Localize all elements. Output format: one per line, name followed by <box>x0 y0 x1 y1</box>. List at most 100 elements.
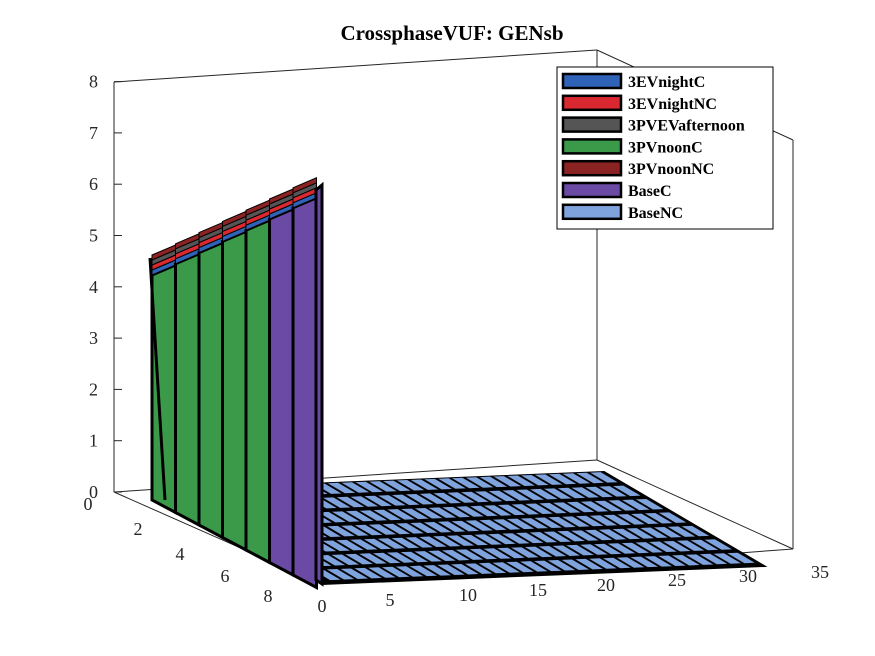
zero-bar <box>336 539 364 551</box>
zero-bar <box>493 476 521 487</box>
zero-bar <box>617 514 645 525</box>
zero-bar <box>410 522 438 533</box>
chart-title: CrossphaseVUF: GENsb <box>340 21 563 45</box>
zero-bar <box>395 566 424 577</box>
zero-bar <box>331 554 359 565</box>
zero-bar <box>317 555 346 566</box>
x-tick-label: 20 <box>597 575 615 595</box>
zero-bar <box>355 481 383 493</box>
zero-bar <box>354 524 383 536</box>
zero-bar <box>621 542 650 554</box>
zero-bar <box>383 480 411 492</box>
bar-wall <box>148 177 324 590</box>
zero-bar <box>386 552 415 563</box>
zero-bar <box>428 507 457 518</box>
bar-face <box>268 206 295 578</box>
zero-bar <box>442 506 470 518</box>
legend-label: BaseC <box>628 183 672 200</box>
zero-bar <box>676 540 705 551</box>
legend-label: 3EVnightNC <box>628 96 717 113</box>
zero-bar <box>566 501 595 513</box>
zero-bar <box>318 511 346 523</box>
zero-bar <box>704 539 732 550</box>
zero-bar <box>419 536 447 547</box>
zero-bar <box>534 560 562 572</box>
y-tick-label: 6 <box>221 566 230 586</box>
zero-bar <box>644 513 673 524</box>
zero-bar <box>433 492 461 504</box>
zero-bar <box>451 520 480 532</box>
zero-bar <box>690 539 719 551</box>
zero-bar <box>598 529 627 540</box>
axis-ticks: 0 1 2 3 4 5 6 7 8 0 2 4 6 8 0 5 10 15 20 25 30 35 <box>84 72 830 616</box>
legend-label: 3EVnightC <box>628 74 705 91</box>
bar-front-edge <box>148 257 167 501</box>
zero-bar <box>534 474 563 485</box>
x-tick-label: 15 <box>529 580 547 600</box>
zero-bar <box>521 475 549 486</box>
zero-bar <box>382 523 410 535</box>
bar-top-layer <box>292 177 317 194</box>
zero-bar <box>460 534 489 546</box>
zero-bar <box>340 568 369 579</box>
bar-face <box>291 195 318 590</box>
zero-bar <box>377 538 406 549</box>
legend-swatch <box>561 138 623 155</box>
zero-bar <box>511 504 540 515</box>
zero-bar <box>465 477 494 488</box>
legend-label: 3PVnoonNC <box>628 161 714 178</box>
x-tick-label: 10 <box>459 585 477 605</box>
zero-bar <box>364 495 392 507</box>
zero-bar <box>608 500 636 511</box>
zero-bar <box>576 472 604 484</box>
z-tick-label: 0 <box>89 482 98 502</box>
zero-bar <box>400 551 429 563</box>
zero-bar <box>525 503 553 514</box>
z-tick-label: 3 <box>89 328 98 348</box>
zero-bar <box>409 565 438 577</box>
zero-bar <box>584 529 613 541</box>
zero-bar <box>539 502 567 514</box>
zero-bar <box>607 543 636 554</box>
bar-face <box>221 229 248 553</box>
zero-bar <box>479 519 507 531</box>
zero-bar <box>373 509 401 521</box>
zero-bar <box>547 560 576 571</box>
zero-bar <box>424 478 452 490</box>
zero-bar <box>447 492 475 503</box>
zero-bar <box>414 551 442 562</box>
z-tick-label: 7 <box>89 123 98 143</box>
zero-bar <box>378 495 406 506</box>
zero-bar <box>327 525 355 537</box>
zero-bar <box>469 548 498 560</box>
zero-bar <box>626 528 654 539</box>
zero-bar <box>589 515 618 526</box>
zero-bar <box>492 562 520 573</box>
zero-bar <box>649 541 677 552</box>
zero-bar <box>433 536 461 547</box>
zero-bar <box>654 527 682 538</box>
zero-bar <box>341 525 369 536</box>
z-tick-label: 5 <box>89 226 98 246</box>
zero-bar <box>493 519 521 530</box>
zero-bar <box>640 527 668 538</box>
zero-bar <box>438 478 466 489</box>
zero-bar <box>363 538 392 550</box>
zero-bar <box>594 500 622 512</box>
zero-bar <box>630 556 659 568</box>
zero-bar <box>590 472 618 483</box>
z-tick-label: 1 <box>89 431 98 451</box>
zero-bar <box>506 518 535 530</box>
zero-bar <box>391 537 420 549</box>
zero-bar <box>452 477 480 489</box>
zero-bar <box>635 499 664 510</box>
z-tick-label: 6 <box>89 174 98 194</box>
zero-bar <box>613 485 641 497</box>
zero-bar <box>562 516 590 527</box>
zero-bar <box>488 490 517 502</box>
zero-bar <box>401 508 429 520</box>
zero-bar <box>612 528 641 540</box>
zero-bar <box>341 482 370 493</box>
legend-swatch <box>561 203 623 221</box>
zero-bar <box>428 550 456 561</box>
